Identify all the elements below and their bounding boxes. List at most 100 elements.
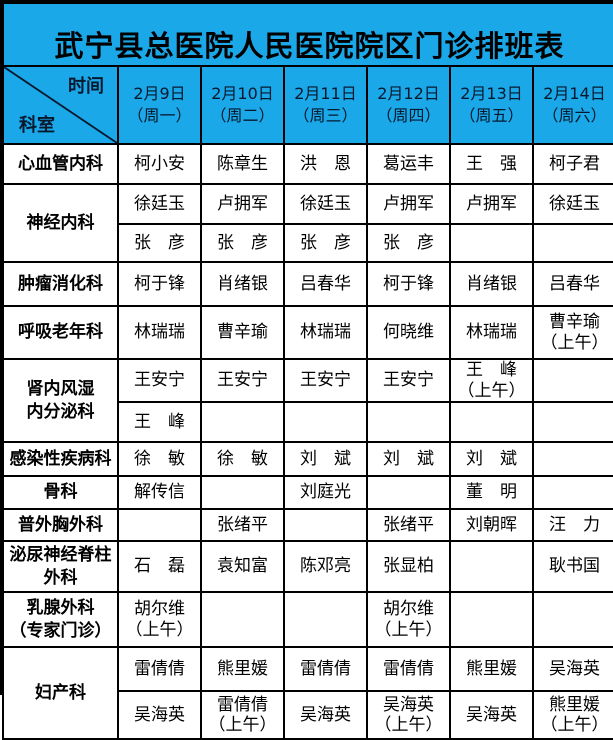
schedule-cell: 耿书国	[531, 540, 613, 593]
date-header-row: 时间 科室 2月9日 （周一） 2月10日 （周二） 2月11日 （周三） 2月…	[2, 65, 613, 145]
schedule-row: 神经内科 徐廷玉 卢拥军 徐廷玉 卢拥军 卢拥军 徐廷玉	[2, 183, 613, 263]
schedule-cell: 张 彦	[366, 223, 451, 263]
schedule-cell	[283, 401, 368, 443]
schedule-row: 肿瘤消化科 柯于锋 肖绪银 吕春华 柯于锋 肖绪银 吕春华	[2, 261, 613, 307]
schedule-cell	[200, 475, 285, 510]
title-bar: 武宁县总医院人民医院院区门诊排班表	[1, 2, 613, 67]
dept-cell: 泌尿神经脊柱 外科	[2, 540, 119, 593]
date-header-cell: 2月13日 （周五）	[449, 65, 534, 145]
dept-cell: 心血管内科	[2, 143, 119, 185]
schedule-cell	[200, 401, 285, 443]
schedule-cell: 刘 斌	[283, 441, 368, 477]
schedule-cell: 洪 恩	[283, 143, 368, 185]
schedule-cell: 陈邓亮	[283, 540, 368, 593]
schedule-cell: 王 强	[449, 143, 534, 185]
schedule-cell: 何晓维	[366, 305, 451, 360]
schedule-cell	[531, 358, 613, 403]
schedule-cell: 刘 斌	[366, 441, 451, 477]
schedule-cell	[449, 540, 534, 593]
date-header-cell: 2月11日 （周三）	[283, 65, 368, 145]
schedule-cell: 葛运丰	[366, 143, 451, 185]
schedule-cell: 卢拥军	[449, 183, 534, 225]
schedule-cell: 曹辛瑜	[200, 305, 285, 360]
schedule-cell: 张显柏	[366, 540, 451, 593]
schedule-body: 心血管内科 柯小安 陈章生洪 恩葛运丰王 强柯子君 神经内科 徐廷玉 卢拥军 徐廷玉 卢拥军卢…	[2, 143, 613, 740]
schedule-cell: 吴海英 （上午）	[366, 690, 451, 740]
schedule-cell: 王安宁	[366, 358, 451, 403]
dept-cell: 肿瘤消化科	[2, 261, 119, 307]
schedule-cell: 胡尔维 （上午）	[117, 591, 202, 648]
dept-cell: 妇产科	[2, 646, 119, 740]
schedule-cell: 徐廷玉	[283, 183, 368, 225]
schedule-cell	[366, 475, 451, 510]
schedule-cell: 刘庭光	[283, 475, 368, 510]
schedule-cell	[449, 591, 534, 648]
schedule-cell: 熊里媛	[449, 646, 534, 692]
schedule-row: 心血管内科 柯小安 陈章生洪 恩葛运丰王 强柯子君	[2, 143, 613, 185]
schedule-cell: 王安宁	[200, 358, 285, 403]
schedule-row: 普外胸外科 张绪平 张绪平 刘朝晖汪 力	[2, 508, 613, 542]
schedule-cell: 林瑞瑞	[117, 305, 202, 360]
date-header-cell: 2月9日 （周一）	[117, 65, 202, 145]
schedule-cell: 熊里媛 （上午）	[531, 690, 613, 740]
schedule-cell: 陈章生	[200, 143, 285, 185]
dept-cell: 骨科	[2, 475, 119, 510]
dept-cell: 感染性疾病科	[2, 441, 119, 477]
schedule-cell: 张绪平	[200, 508, 285, 542]
schedule-cell: 柯小安	[117, 143, 202, 185]
schedule-cell: 徐廷玉	[531, 183, 613, 225]
schedule-row: 泌尿神经脊柱 外科石 磊袁知富 陈邓亮 张显柏 耿书国	[2, 540, 613, 593]
schedule-cell: 雷倩倩	[366, 646, 451, 692]
schedule-cell: 熊里媛	[200, 646, 285, 692]
date-header-cell: 2月14日 （周六）	[531, 65, 613, 145]
schedule-cell: 卢拥军	[366, 183, 451, 225]
schedule-cell: 肖绪银	[200, 261, 285, 307]
schedule-cell: 王 峰	[117, 401, 202, 443]
schedule-cell: 刘朝晖	[449, 508, 534, 542]
corner-header-cell: 时间 科室	[2, 65, 119, 145]
schedule-cell: 卢拥军	[200, 183, 285, 225]
schedule-cell: 胡尔维 （上午）	[366, 591, 451, 648]
schedule-cell: 柯于锋	[366, 261, 451, 307]
schedule-cell: 张 彦	[200, 223, 285, 263]
page-title: 武宁县总医院人民医院院区门诊排班表	[54, 29, 565, 63]
schedule-cell: 肖绪银	[449, 261, 534, 307]
schedule-cell	[531, 223, 613, 263]
schedule-cell: 王安宁	[283, 358, 368, 403]
schedule-cell: 徐 敏	[117, 441, 202, 477]
schedule-row: 妇产科 雷倩倩 熊里媛 雷倩倩 雷倩倩 熊里媛 吴海英	[2, 646, 613, 740]
schedule-cell	[117, 508, 202, 542]
schedule-cell: 雷倩倩	[283, 646, 368, 692]
schedule-cell: 董 明	[449, 475, 534, 510]
schedule-cell	[366, 401, 451, 443]
dept-cell: 呼吸老年科	[2, 305, 119, 360]
schedule-row: 呼吸老年科 林瑞瑞 曹辛瑜 林瑞瑞 何晓维 林瑞瑞 曹辛瑜 （上午）	[2, 305, 613, 360]
date-header-cell: 2月12日 （周四）	[366, 65, 451, 145]
schedule-cell	[200, 591, 285, 648]
schedule-cell	[531, 441, 613, 477]
dept-cell: 神经内科	[2, 183, 119, 263]
schedule-cell: 柯子君	[531, 143, 613, 185]
schedule-cell: 曹辛瑜 （上午）	[531, 305, 613, 360]
schedule-cell	[283, 508, 368, 542]
diagonal-divider-line	[4, 67, 117, 143]
schedule-cell: 吴海英	[449, 690, 534, 740]
schedule-cell: 徐廷玉	[117, 183, 202, 225]
schedule-cell: 解传信	[117, 475, 202, 510]
schedule-cell: 林瑞瑞	[449, 305, 534, 360]
schedule-cell: 王安宁	[117, 358, 202, 403]
schedule-cell	[283, 591, 368, 648]
schedule-cell: 吕春华	[531, 261, 613, 307]
schedule-row: 肾内风湿 内分泌科 王安宁 王安宁 王安宁 王安宁王 峰 （上午）	[2, 358, 613, 443]
schedule-cell: 吴海英	[283, 690, 368, 740]
schedule-cell: 吴海英	[531, 646, 613, 692]
schedule-cell: 王 峰 （上午）	[449, 358, 534, 403]
schedule-cell: 雷倩倩 （上午）	[200, 690, 285, 740]
schedule-cell: 张绪平	[366, 508, 451, 542]
dept-cell: 乳腺外科 （专家门诊）	[2, 591, 119, 648]
schedule-cell: 张 彦	[117, 223, 202, 263]
schedule-cell: 刘 斌	[449, 441, 534, 477]
schedule-cell: 石 磊	[117, 540, 202, 593]
schedule-cell	[449, 223, 534, 263]
